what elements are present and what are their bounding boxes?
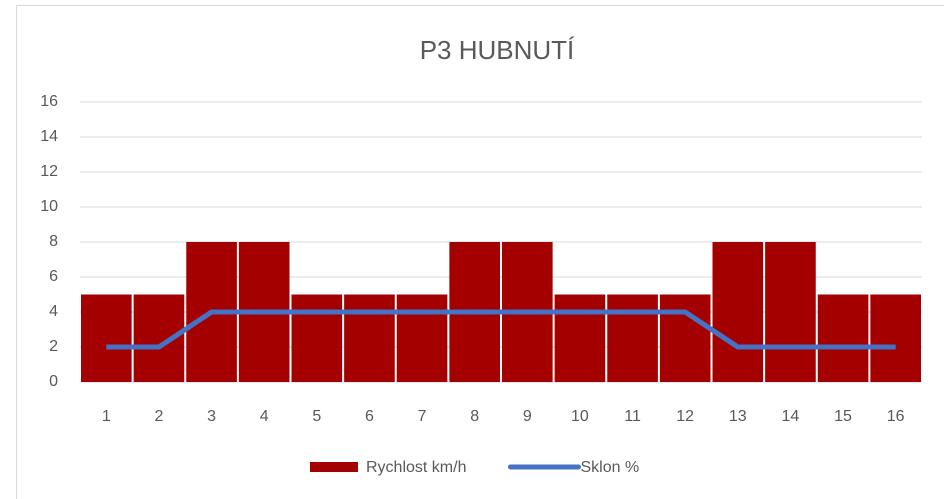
bar: [133, 294, 185, 382]
bar: [396, 294, 448, 382]
x-tick-label: 2: [154, 408, 163, 425]
x-tick-label: 6: [365, 408, 374, 425]
y-tick-label: 4: [49, 303, 58, 320]
bar: [607, 294, 658, 382]
bar: [870, 294, 921, 382]
y-tick-label: 6: [49, 268, 58, 285]
line: [106, 309, 896, 350]
y-tick-label: 2: [49, 338, 58, 355]
y-tick-label: 8: [49, 233, 58, 250]
x-tick-label: 4: [260, 408, 269, 425]
bar: [291, 294, 343, 382]
y-tick-label: 16: [40, 93, 58, 110]
bar: [765, 242, 816, 382]
legend-swatch: [310, 462, 358, 472]
x-tick-label: 9: [523, 408, 532, 425]
x-tick-label: 8: [470, 408, 479, 425]
y-tick-label: 14: [40, 128, 58, 145]
y-tick-label: 12: [40, 163, 58, 180]
y-tick-label: 10: [40, 198, 58, 215]
legend-label: Rychlost km/h: [366, 459, 466, 476]
x-tick-label: 12: [676, 408, 694, 425]
x-tick-label: 3: [207, 408, 216, 425]
legend-label: Sklon %: [580, 459, 639, 476]
y-tick-label: 0: [49, 373, 58, 390]
x-tick-label: 10: [571, 408, 589, 425]
bar: [712, 242, 764, 382]
bar: [344, 294, 395, 382]
bar: [817, 294, 869, 382]
x-tick-label: 16: [887, 408, 905, 425]
x-tick-label: 15: [834, 408, 852, 425]
bar: [554, 294, 606, 382]
x-tick-label: 5: [312, 408, 321, 425]
x-tick-label: 11: [624, 408, 641, 425]
x-tick-label: 14: [782, 408, 800, 425]
x-tick-label: 7: [418, 408, 427, 425]
bar: [659, 294, 711, 382]
chart-title: P3 HUBNUTÍ: [420, 35, 575, 65]
x-tick-label: 1: [102, 408, 111, 425]
x-tick-label: 13: [729, 408, 747, 425]
bar: [81, 294, 132, 382]
